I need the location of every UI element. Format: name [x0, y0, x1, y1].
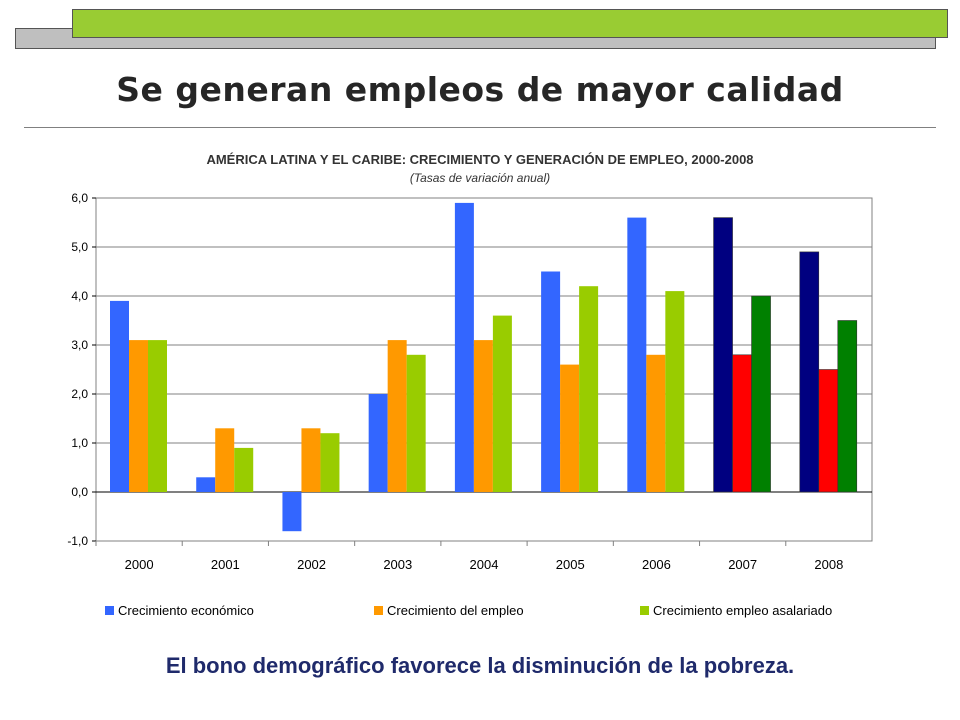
bar-2000-series-2 [129, 340, 148, 492]
legend-label-1: Crecimiento económico [118, 603, 254, 618]
x-tick-label: 2001 [211, 557, 240, 572]
bar-2005-series-2 [560, 364, 580, 492]
bar-2003-series-3 [406, 354, 426, 492]
legend-swatch-3 [640, 606, 649, 615]
bar-chart: -1,0 0,0 1,0 2,0 3,0 4,0 5,0 6,0 2000 2001 2002 200… [67, 191, 873, 618]
header-bar-green [72, 9, 948, 38]
legend-label-3: Crecimiento empleo asalariado [653, 603, 832, 618]
bar-2008-series-2 [818, 369, 839, 493]
y-tick-label: -1,0 [67, 534, 88, 548]
chart-subtitle: (Tasas de variación anual) [409, 171, 551, 185]
x-tick-label: 2000 [125, 557, 154, 572]
x-tick-label: 2002 [297, 557, 326, 572]
y-tick-label: 5,0 [71, 240, 88, 254]
y-tick-label: 4,0 [71, 289, 88, 303]
bar-2003-series-1 [368, 394, 388, 492]
bar-2000-series-3 [148, 340, 167, 492]
bar-2003-series-2 [387, 340, 407, 492]
bar-2006-series-2 [646, 354, 666, 492]
legend-label-2: Crecimiento del empleo [387, 603, 524, 618]
bar-2001-series-2 [215, 428, 235, 492]
y-tick-label: 3,0 [71, 338, 88, 352]
y-tick-label: 2,0 [71, 387, 88, 401]
x-tick-label: 2004 [470, 557, 499, 572]
chart-title: AMÉRICA LATINA Y EL CARIBE: CRECIMIENTO … [206, 152, 754, 167]
bar-2007-series-3 [751, 295, 771, 493]
y-tick-label: 0,0 [71, 485, 88, 499]
bar-2002-series-2 [301, 428, 321, 492]
y-tick-label: 6,0 [71, 191, 88, 205]
x-tick-label: 2007 [728, 557, 757, 572]
bar-2008-series-1 [799, 251, 820, 493]
footer-statement: El bono demográfico favorece la disminuc… [165, 653, 795, 678]
legend-swatch-1 [105, 606, 114, 615]
bar-2002-series-3 [320, 433, 340, 492]
legend-swatch-2 [374, 606, 383, 615]
bar-2005-series-3 [579, 286, 599, 492]
bar-2004-series-2 [473, 340, 493, 492]
bar-2006-series-1 [627, 217, 647, 492]
title-divider [24, 127, 936, 128]
x-tick-label: 2005 [556, 557, 585, 572]
bar-2001-series-1 [196, 477, 216, 492]
bar-2004-series-3 [492, 315, 512, 492]
bar-2000-series-1 [110, 300, 129, 492]
slide-title: Se generan empleos de mayor calidad [116, 70, 844, 109]
bar-2005-series-1 [541, 271, 561, 492]
bar-2007-series-2 [732, 354, 752, 493]
bar-2007-series-1 [713, 217, 733, 493]
bar-2004-series-1 [454, 202, 474, 492]
bar-2008-series-3 [837, 320, 858, 493]
bar-2006-series-3 [665, 291, 685, 492]
x-tick-label: 2008 [814, 557, 843, 572]
bar-2001-series-3 [234, 447, 254, 492]
bar-2002-series-1 [282, 492, 302, 532]
x-tick-label: 2006 [642, 557, 671, 572]
x-tick-label: 2003 [383, 557, 412, 572]
y-tick-label: 1,0 [71, 436, 88, 450]
